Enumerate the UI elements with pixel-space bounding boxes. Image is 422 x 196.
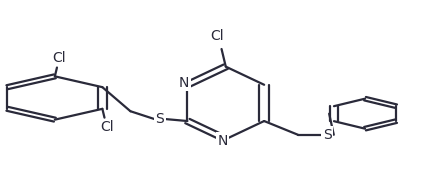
Text: S: S [156, 112, 164, 126]
Text: S: S [323, 128, 332, 142]
Text: Cl: Cl [211, 29, 224, 43]
Text: Cl: Cl [100, 121, 114, 134]
Text: Cl: Cl [52, 51, 66, 65]
Text: N: N [179, 76, 189, 90]
Text: N: N [217, 134, 227, 148]
